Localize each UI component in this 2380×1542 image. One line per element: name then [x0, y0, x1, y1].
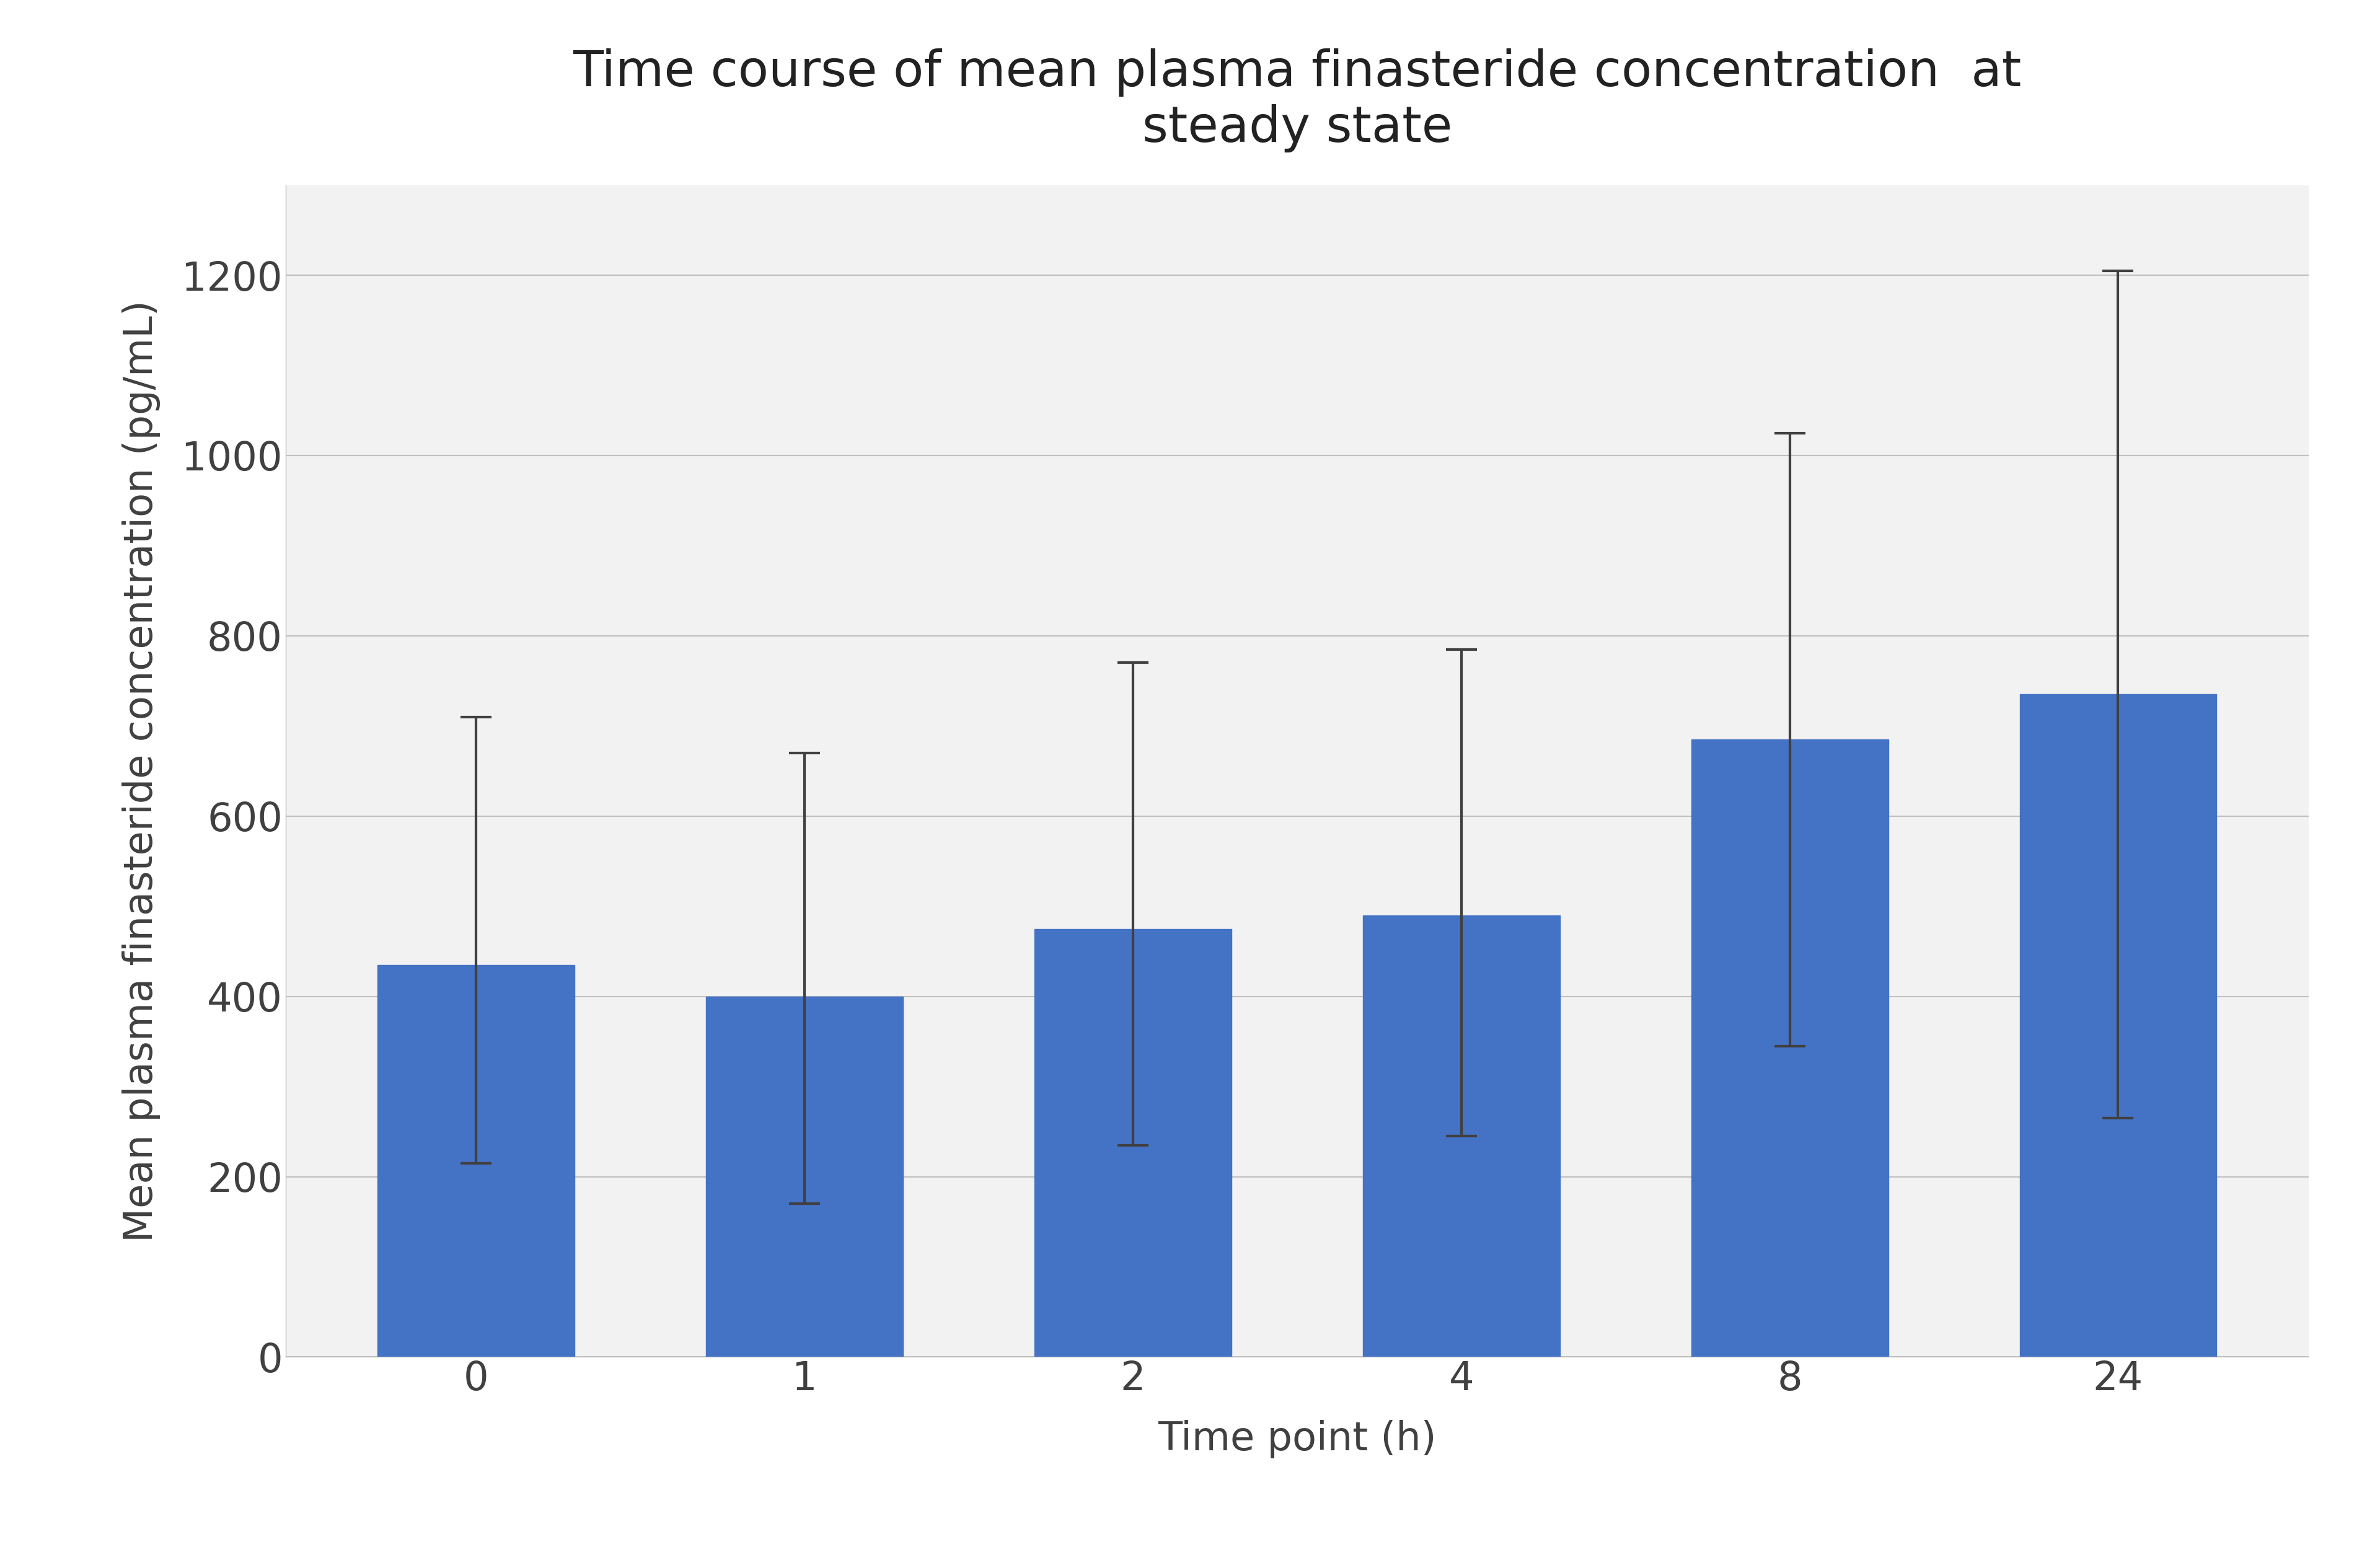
Title: Time course of mean plasma finasteride concentration  at
steady state: Time course of mean plasma finasteride c… [574, 48, 2021, 153]
Y-axis label: Mean plasma finasteride concentration (pg/mL): Mean plasma finasteride concentration (p… [121, 301, 159, 1241]
Bar [1035, 928, 1230, 1357]
Bar [1364, 916, 1559, 1357]
Bar [1692, 740, 1887, 1357]
X-axis label: Time point (h): Time point (h) [1157, 1420, 1438, 1459]
Bar [707, 996, 902, 1357]
Bar [2021, 694, 2216, 1357]
Bar [378, 965, 574, 1357]
